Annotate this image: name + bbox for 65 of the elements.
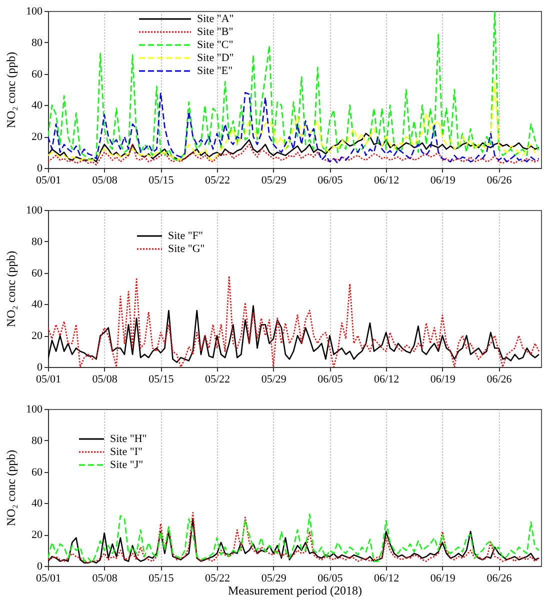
y-tick-label: 0 <box>37 560 43 572</box>
y-tick-label: 100 <box>26 404 43 416</box>
y-axis-title: NO₂ conc (ppb) <box>4 52 18 128</box>
legend-label: Site "G" <box>168 243 205 255</box>
x-tick-label: 05/29 <box>261 374 287 386</box>
x-tick-label: 05/15 <box>148 572 174 584</box>
x-tick-label: 05/29 <box>261 174 287 186</box>
y-tick-label: 40 <box>32 498 43 510</box>
x-tick-label: 06/12 <box>374 572 400 584</box>
x-tick-label: 06/05 <box>318 572 344 584</box>
x-tick-label: 05/22 <box>204 174 230 186</box>
x-tick-label: 05/01 <box>36 374 62 386</box>
y-axis-title: NO₂ conc (ppb) <box>4 450 18 526</box>
x-tick-label: 05/15 <box>148 374 174 386</box>
x-tick-label: 06/12 <box>374 374 400 386</box>
x-tick-label: 06/19 <box>430 374 456 386</box>
y-tick-label: 20 <box>32 529 43 542</box>
legend-label: Site "H" <box>110 433 147 445</box>
x-tick-label: 06/05 <box>318 374 344 386</box>
y-tick-label: 60 <box>32 466 43 478</box>
legend-label: Site "J" <box>110 459 144 471</box>
legend-label: Site "C" <box>197 39 234 51</box>
legend-label: Site "E" <box>197 65 233 77</box>
line-series <box>48 81 540 161</box>
x-tick-label: 05/08 <box>92 374 118 386</box>
line-series <box>48 144 540 166</box>
y-tick-label: 80 <box>32 434 43 447</box>
y-tick-label: 80 <box>32 236 43 248</box>
legend-label: Site "B" <box>197 26 234 38</box>
x-tick-label: 06/12 <box>374 174 400 186</box>
y-tick-label: 100 <box>26 6 43 18</box>
line-series <box>48 92 540 164</box>
y-axis-title: NO₂ conc (ppb) <box>4 250 18 328</box>
x-tick-label: 05/29 <box>261 572 287 584</box>
legend-label: Site "D" <box>197 52 234 64</box>
y-tick-label: 0 <box>37 362 43 374</box>
x-tick-label: 05/08 <box>92 572 118 584</box>
line-series <box>48 305 540 363</box>
x-tick-label: 05/01 <box>36 174 62 186</box>
x-tick-label: 06/05 <box>318 174 344 186</box>
x-tick-label: 05/15 <box>148 174 174 186</box>
x-tick-label: 06/26 <box>486 174 512 186</box>
x-tick-label: 06/19 <box>430 572 456 584</box>
x-tick-label: 05/01 <box>36 572 62 584</box>
y-tick-label: 60 <box>32 267 43 280</box>
x-axis-title: Measurement period (2018) <box>228 584 362 598</box>
legend-label: Site "A" <box>197 13 234 25</box>
x-tick-label: 06/19 <box>430 174 456 186</box>
x-tick-label: 06/26 <box>486 572 512 584</box>
y-tick-label: 60 <box>32 68 43 80</box>
x-tick-label: 06/26 <box>486 374 512 386</box>
y-tick-label: 40 <box>32 298 43 311</box>
legend-label: Site "I" <box>110 446 143 458</box>
x-tick-label: 05/22 <box>204 572 230 584</box>
y-tick-label: 100 <box>26 204 43 216</box>
y-tick-label: 0 <box>37 162 43 174</box>
y-tick-label: 80 <box>32 36 43 49</box>
line-series <box>48 132 540 162</box>
y-tick-label: 20 <box>32 330 43 342</box>
x-tick-label: 05/22 <box>204 374 230 386</box>
y-tick-label: 20 <box>32 131 43 144</box>
legend-label: Site "F" <box>168 230 203 242</box>
y-tick-label: 40 <box>32 100 43 112</box>
x-tick-label: 05/08 <box>92 174 118 186</box>
line-series <box>48 11 540 161</box>
